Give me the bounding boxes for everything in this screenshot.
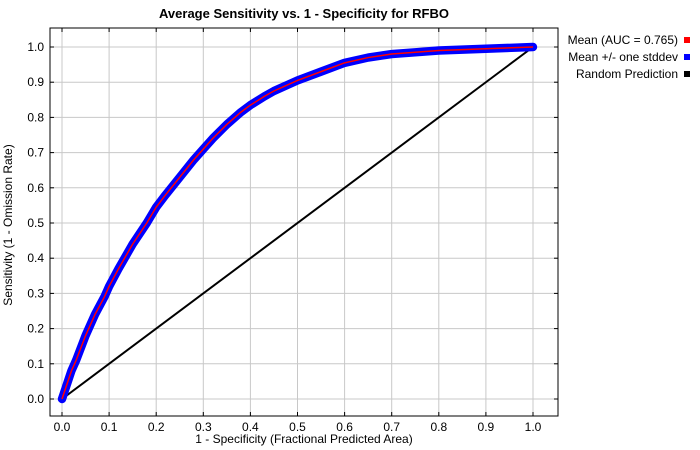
x-tick-label: 0.8: [430, 420, 447, 434]
legend: Mean (AUC = 0.765) Mean +/- one stddev R…: [568, 31, 690, 82]
x-tick-label: 0.3: [195, 420, 212, 434]
x-tick-label: 0.6: [336, 420, 353, 434]
y-tick-label: 0.9: [27, 75, 44, 89]
y-tick-label: 0.3: [27, 286, 44, 300]
legend-swatch-random: [684, 70, 690, 77]
y-axis-label: Sensitivity (1 - Omission Rate): [1, 144, 15, 306]
x-tick-label: 0.0: [54, 420, 71, 434]
legend-label-stddev: Mean +/- one stddev: [568, 49, 678, 64]
x-tick-label: 1.0: [525, 420, 542, 434]
legend-item-random: Random Prediction: [568, 65, 690, 82]
series-group: [57, 42, 538, 404]
legend-item-stddev: Mean +/- one stddev: [568, 48, 690, 65]
y-tick-label: 0.2: [27, 322, 44, 336]
x-tick-label: 0.9: [478, 420, 495, 434]
mean-line: [61, 46, 534, 400]
y-tick-label: 0.1: [27, 357, 44, 371]
x-tick-label: 0.2: [148, 420, 165, 434]
legend-item-mean: Mean (AUC = 0.765): [568, 31, 690, 48]
y-tick-label: 0.6: [27, 181, 44, 195]
x-tick-label: 0.1: [101, 420, 118, 434]
y-tick-label: 0.4: [27, 251, 44, 265]
chart-title: Average Sensitivity vs. 1 - Specificity …: [159, 6, 449, 21]
legend-label-random: Random Prediction: [575, 66, 678, 81]
axis-ticks: 0.0 0.1 0.2 0.3 0.4 0.5 0.6 0.7 0.8 0.9 1.0 0.0 0.1 0…: [27, 28, 558, 434]
y-tick-label: 0.0: [27, 392, 44, 406]
random-prediction-line: [61, 46, 534, 400]
plot-frame: [49, 27, 559, 417]
x-axis-label: 1 - Specificity (Fractional Predicted Ar…: [195, 432, 413, 446]
x-tick-label: 0.4: [242, 420, 259, 434]
y-tick-label: 0.8: [27, 110, 44, 124]
y-tick-label: 0.7: [27, 146, 44, 160]
x-tick-label: 0.7: [383, 420, 400, 434]
legend-label-mean: Mean (AUC = 0.765): [567, 32, 678, 47]
legend-swatch-stddev: [684, 53, 690, 60]
y-tick-label: 1.0: [27, 40, 44, 54]
x-tick-label: 0.5: [289, 420, 306, 434]
legend-swatch-mean: [684, 36, 690, 43]
y-tick-label: 0.5: [27, 216, 44, 230]
